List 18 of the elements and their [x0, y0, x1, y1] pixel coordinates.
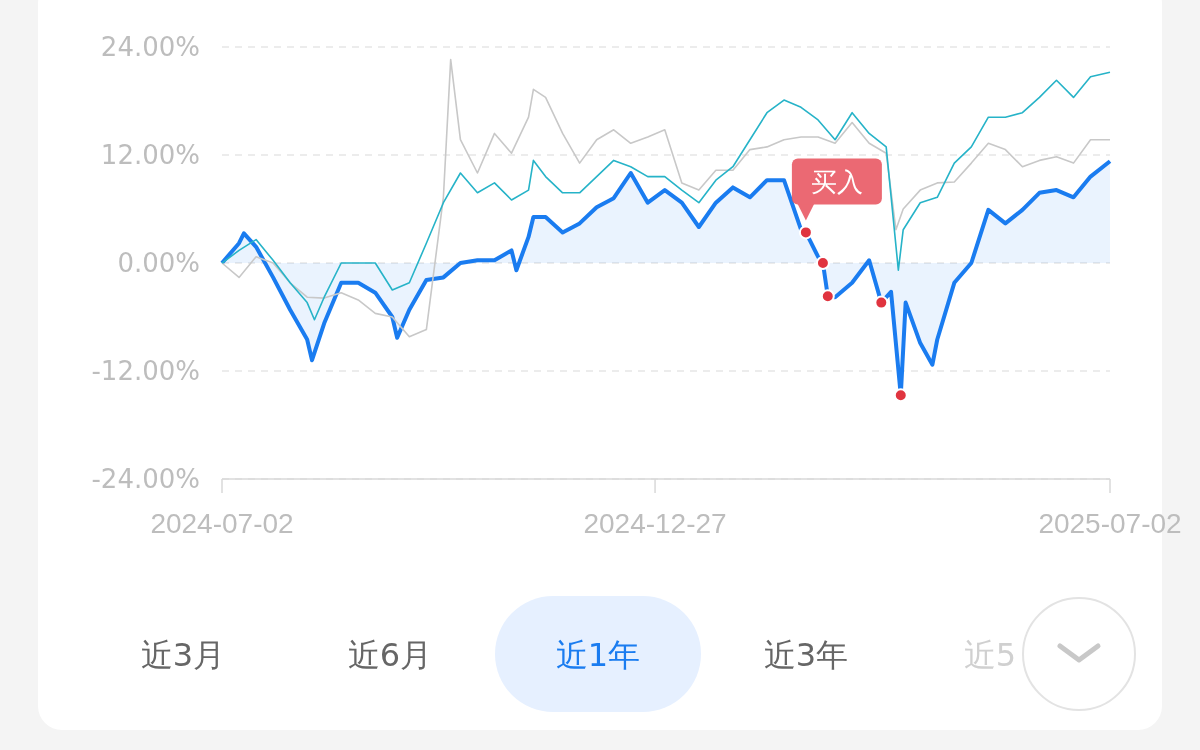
point — [874, 295, 889, 310]
text: 近6月 — [347, 636, 433, 675]
point — [815, 256, 830, 270]
point — [820, 289, 835, 304]
x-tick-label: 2024-12-27 — [583, 508, 727, 539]
point — [893, 388, 908, 403]
text: 近1年 — [555, 636, 641, 675]
y-tick-label: 24.00% — [100, 32, 200, 63]
annotation: 买入 — [810, 166, 863, 197]
text: 近3年 — [763, 636, 849, 675]
y-tick-label: -24.00% — [91, 464, 200, 495]
text: 近3月 — [140, 636, 226, 675]
y-tick-label: -12.00% — [91, 356, 200, 387]
y-tick-label: 0.00% — [117, 248, 200, 279]
x-tick-label: 2025-07-02 — [1038, 508, 1182, 539]
y-tick-label: 12.00% — [100, 140, 200, 171]
x-tick-label: 2024-07-02 — [150, 508, 294, 539]
point — [798, 225, 813, 240]
